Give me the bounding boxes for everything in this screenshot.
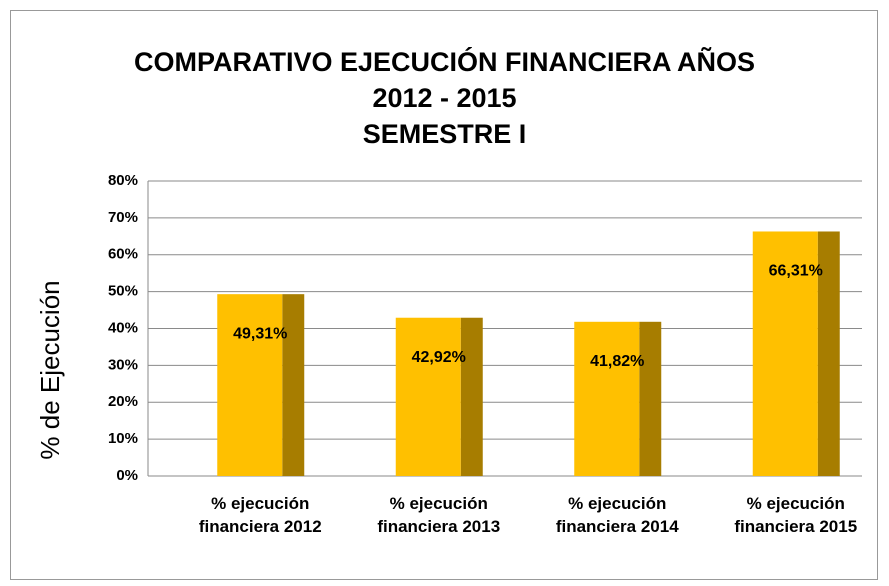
x-tick-label: % ejecución financiera 2014 — [555, 494, 679, 536]
y-tick-label: 10% — [108, 430, 138, 447]
bar-side — [460, 317, 483, 476]
y-tick-label: 50% — [108, 283, 138, 300]
bar — [574, 321, 640, 476]
bar — [752, 231, 818, 476]
x-tick-label: % ejecución financiera 2012 — [198, 494, 322, 536]
y-tick-label: 40% — [108, 319, 138, 336]
y-tick-label: 80% — [108, 172, 138, 189]
value-label: 41,82% — [590, 353, 644, 370]
chart-title: COMPARATIVO EJECUCIÓN FINANCIERA AÑOS 20… — [133, 47, 756, 149]
value-label: 66,31% — [769, 263, 823, 280]
bar — [395, 317, 461, 476]
bar-side — [817, 231, 840, 476]
bar — [217, 294, 283, 476]
y-tick-label: 70% — [108, 209, 138, 226]
y-tick-label: 0% — [116, 467, 138, 484]
y-tick-label: 60% — [108, 246, 138, 263]
chart-frame — [10, 10, 878, 580]
bar-side — [639, 321, 662, 476]
value-label: 49,31% — [233, 325, 287, 342]
value-label: 42,92% — [412, 349, 466, 366]
x-tick-label: % ejecución financiera 2013 — [377, 494, 501, 536]
y-axis-label: % de Ejecución — [35, 280, 65, 459]
y-tick-label: 20% — [108, 393, 138, 410]
x-tick-label: % ejecución financiera 2015 — [734, 494, 858, 536]
bar-side — [282, 294, 305, 476]
y-tick-label: 30% — [108, 356, 138, 373]
